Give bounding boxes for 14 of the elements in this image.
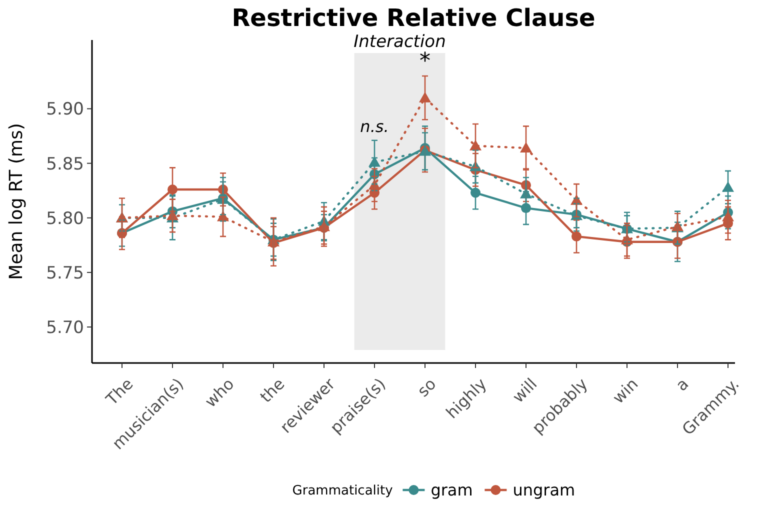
- annotation: n.s.: [360, 117, 389, 136]
- y-tick-label: 5.80: [46, 208, 84, 229]
- x-tick-label: who: [200, 374, 238, 412]
- y-tick-label: 5.85: [46, 154, 84, 174]
- legend-label: gram: [430, 480, 473, 500]
- legend-label: ungram: [512, 480, 576, 500]
- y-axis-title: Mean log RT (ms): [6, 123, 27, 280]
- x-tick-label: so: [413, 374, 440, 401]
- y-tick-label: 5.90: [46, 100, 84, 120]
- legend-title: Grammaticality: [292, 484, 394, 499]
- x-tick-label: win: [608, 374, 642, 408]
- chart-title: Restrictive Relative Clause: [232, 4, 596, 32]
- y-tick-label: 5.70: [46, 318, 84, 338]
- y-tick-label: 5.75: [46, 263, 84, 284]
